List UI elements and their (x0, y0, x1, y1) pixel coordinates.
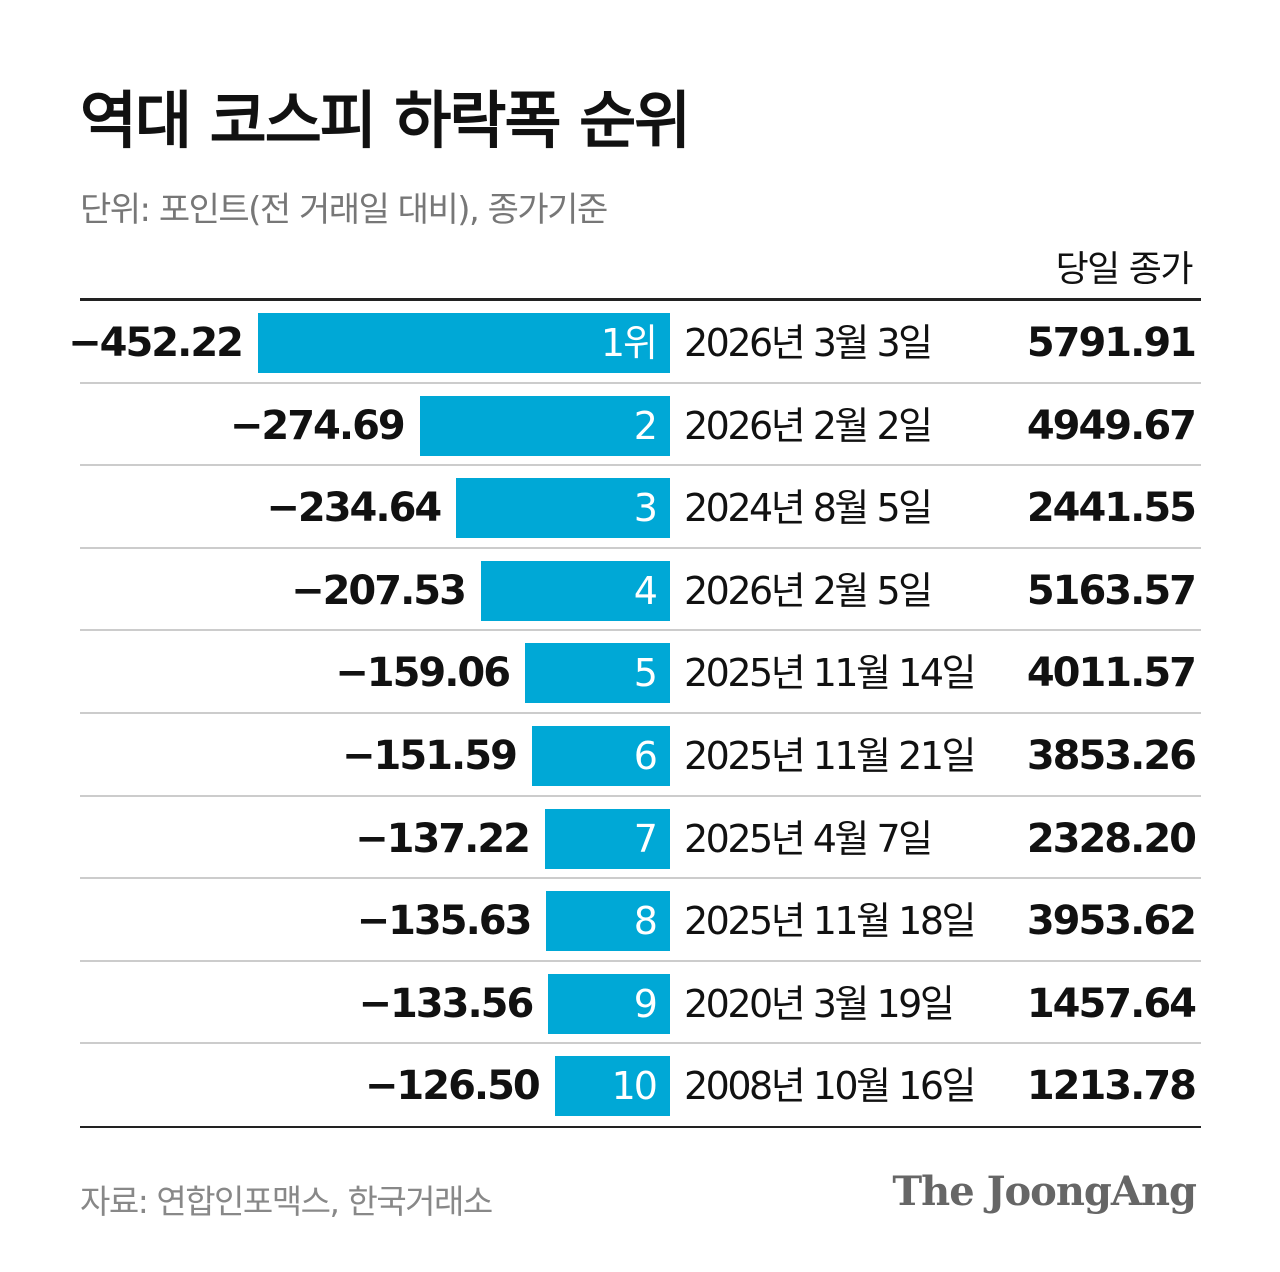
table-row: −274.69 2 2026년 2월 2일 4949.67 (0, 384, 1280, 467)
rank-label: 7 (633, 816, 658, 861)
row-divider (80, 711, 1201, 714)
bar: 9 (548, 973, 670, 1034)
row-divider (80, 1042, 1201, 1045)
closing-price: 2328.20 (1026, 815, 1197, 862)
closing-price: 5163.57 (1026, 567, 1197, 614)
closing-price: 1213.78 (1026, 1063, 1197, 1110)
table-row: −133.56 9 2020년 3월 19일 1457.64 (0, 962, 1280, 1045)
row-divider (80, 877, 1201, 880)
bar: 7 (544, 808, 670, 869)
rank-label: 10 (611, 1064, 658, 1109)
date-label: 2025년 11월 14일 (684, 651, 976, 696)
date-label: 2025년 11월 21일 (684, 734, 976, 778)
top-rule (80, 298, 1201, 301)
table-row: −137.22 7 2025년 4월 7일 2328.20 (0, 797, 1280, 880)
rank-label: 2 (633, 403, 658, 448)
bar: 2 (419, 395, 670, 456)
date-label: 2026년 3월 3일 (684, 321, 933, 365)
bar: 10 (554, 1056, 670, 1117)
rank-label: 3 (633, 486, 658, 531)
table-row: −207.53 4 2026년 2월 5일 5163.57 (0, 549, 1280, 632)
bottom-rule (80, 1126, 1201, 1128)
closing-price: 4011.57 (1026, 650, 1197, 697)
publisher-logo: The JoongAng (892, 1168, 1197, 1215)
row-divider (80, 546, 1201, 549)
closing-price: 2441.55 (1026, 485, 1197, 532)
row-divider (80, 629, 1201, 632)
table-row: −234.64 3 2024년 8월 5일 2441.55 (0, 466, 1280, 549)
closing-price: 4949.67 (1026, 402, 1197, 449)
bar: 4 (480, 560, 670, 621)
date-label: 2008년 10월 16일 (684, 1064, 976, 1109)
bar-value-label: −126.50 (364, 1063, 541, 1110)
bar-value-label: −135.63 (356, 898, 533, 945)
bar-value-label: −151.59 (342, 733, 518, 779)
closing-price-header: 당일 종가 (1055, 249, 1194, 290)
row-divider (80, 794, 1201, 797)
date-label: 2020년 3월 19일 (684, 981, 955, 1026)
rank-label: 9 (633, 981, 658, 1026)
table-row: −452.22 1위 2026년 3월 3일 5791.91 (0, 301, 1280, 384)
bar: 3 (456, 478, 670, 539)
date-label: 2025년 11월 18일 (684, 899, 976, 944)
table-row: −126.50 10 2008년 10월 16일 1213.78 (0, 1044, 1280, 1127)
bar: 8 (546, 891, 670, 952)
bar-value-label: −137.22 (355, 815, 531, 862)
row-divider (80, 381, 1201, 384)
source-note: 자료: 연합인포맥스, 한국거래소 (80, 1182, 493, 1221)
chart-subtitle: 단위: 포인트(전 거래일 대비), 종가기준 (80, 190, 608, 230)
bar-value-label: −207.53 (291, 567, 467, 614)
bar-value-label: −234.64 (266, 485, 442, 532)
bar-value-label: −133.56 (358, 980, 534, 1027)
date-label: 2026년 2월 2일 (684, 403, 933, 448)
date-label: 2024년 8월 5일 (684, 486, 933, 531)
rank-label: 4 (633, 568, 658, 613)
table-row: −151.59 6 2025년 11월 21일 3853.26 (0, 714, 1280, 797)
bar: 1위 (258, 313, 670, 373)
row-divider (80, 959, 1201, 962)
rank-label: 1위 (600, 321, 658, 365)
bar: 5 (525, 643, 670, 704)
closing-price: 1457.64 (1026, 980, 1197, 1027)
chart-title: 역대 코스피 하락폭 순위 (80, 84, 691, 157)
table-row: −135.63 8 2025년 11월 18일 3953.62 (0, 879, 1280, 962)
row-divider (80, 464, 1201, 467)
bar: 6 (531, 726, 670, 786)
date-label: 2025년 4월 7일 (684, 816, 933, 861)
closing-price: 3853.26 (1026, 733, 1197, 779)
table-row: −159.06 5 2025년 11월 14일 4011.57 (0, 631, 1280, 714)
bar-value-label: −274.69 (229, 402, 406, 449)
bar-value-label: −452.22 (68, 320, 244, 366)
rank-label: 5 (633, 651, 658, 696)
date-label: 2026년 2월 5일 (684, 568, 933, 613)
closing-price: 5791.91 (1026, 320, 1197, 366)
bar-value-label: −159.06 (335, 650, 511, 697)
closing-price: 3953.62 (1026, 898, 1197, 945)
rank-label: 8 (633, 899, 658, 944)
rank-label: 6 (633, 734, 658, 778)
